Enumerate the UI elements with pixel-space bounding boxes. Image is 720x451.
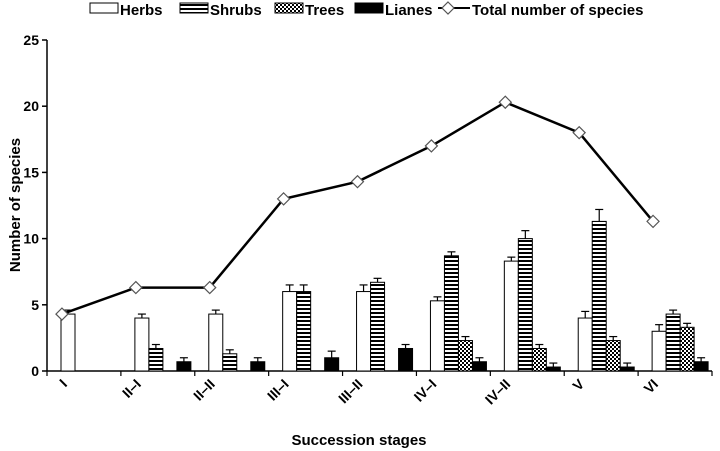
bar-trees: [605, 340, 621, 372]
bar-lianes: [471, 361, 487, 372]
x-tick-label: V: [569, 375, 587, 393]
legend-diamond: [441, 1, 455, 15]
bar-shrubs: [148, 347, 164, 372]
bar-lianes: [250, 361, 266, 372]
bar-shrubs: [591, 220, 607, 372]
bar-lianes: [324, 357, 340, 372]
total-species-point: [128, 280, 143, 295]
y-axis-title: Number of species: [7, 138, 24, 272]
bar-lianes: [693, 361, 709, 372]
y-tick-label: 10: [23, 231, 39, 247]
total-line: [55, 95, 660, 321]
bar-herbs: [208, 313, 224, 372]
bar-shrubs: [665, 313, 681, 372]
total-species-point: [424, 139, 439, 153]
bar-trees: [531, 347, 547, 372]
bar-herbs: [356, 291, 372, 372]
bar-trees: [457, 340, 473, 372]
bar-herbs: [134, 317, 150, 372]
bar-herbs: [651, 330, 667, 372]
legend-swatch: [354, 2, 384, 14]
legend-label: Lianes: [385, 2, 433, 19]
legend-label: Shrubs: [210, 2, 262, 19]
x-tick-label: II–I: [119, 376, 144, 401]
x-tick-label: VI: [641, 376, 662, 397]
x-axis: I II–I II–II III–I III–II IV–I IV–II V VI: [46, 370, 713, 408]
bar-shrubs: [222, 353, 238, 372]
legend-swatch: [274, 2, 304, 14]
legend-label: Total number of species: [472, 2, 643, 19]
total-species-point: [55, 307, 69, 321]
x-tick-label: IV–I: [411, 376, 440, 405]
bar-lianes: [398, 347, 414, 372]
legend-swatch: [89, 2, 119, 14]
total-species-point: [646, 214, 660, 229]
y-tick-label: 20: [23, 98, 39, 114]
legend: Herbs Shrubs Trees Lianes Total number of sp…: [89, 1, 643, 19]
x-tick-label: III–I: [264, 376, 292, 404]
bar-herbs: [577, 317, 593, 372]
x-tick-label: II–II: [190, 376, 218, 404]
bar-shrubs: [370, 281, 386, 372]
bar-trees: [679, 326, 695, 372]
x-tick-label: I: [56, 376, 70, 390]
bar-herbs: [503, 260, 519, 372]
bars: [60, 208, 709, 372]
x-tick-label: IV–II: [482, 376, 514, 408]
total-species-point: [572, 125, 587, 140]
bar-shrubs: [517, 238, 533, 372]
bar-lianes: [176, 361, 192, 372]
total-species-point: [498, 95, 513, 110]
bar-shrubs: [443, 255, 459, 372]
y-axis: 0 5 10 15 20 25: [23, 32, 48, 379]
total-species-line: [61, 100, 655, 316]
y-tick-label: 25: [23, 32, 39, 48]
bar-herbs: [60, 313, 76, 372]
y-tick-label: 5: [31, 297, 39, 313]
bar-herbs: [429, 300, 445, 372]
total-species-point: [350, 174, 365, 189]
x-tick-label: III–II: [335, 376, 366, 407]
x-axis-title: Succession stages: [291, 432, 426, 449]
legend-swatch: [179, 2, 209, 14]
total-species-point: [202, 280, 217, 295]
y-tick-label: 0: [31, 363, 39, 379]
bar-herbs: [282, 291, 298, 372]
bar-lianes: [545, 366, 561, 372]
total-species-point: [276, 192, 291, 206]
y-tick-label: 15: [23, 164, 39, 180]
bar-lianes: [619, 366, 635, 372]
legend-label: Herbs: [120, 2, 163, 19]
bar-shrubs: [296, 291, 312, 372]
legend-label: Trees: [305, 2, 344, 19]
